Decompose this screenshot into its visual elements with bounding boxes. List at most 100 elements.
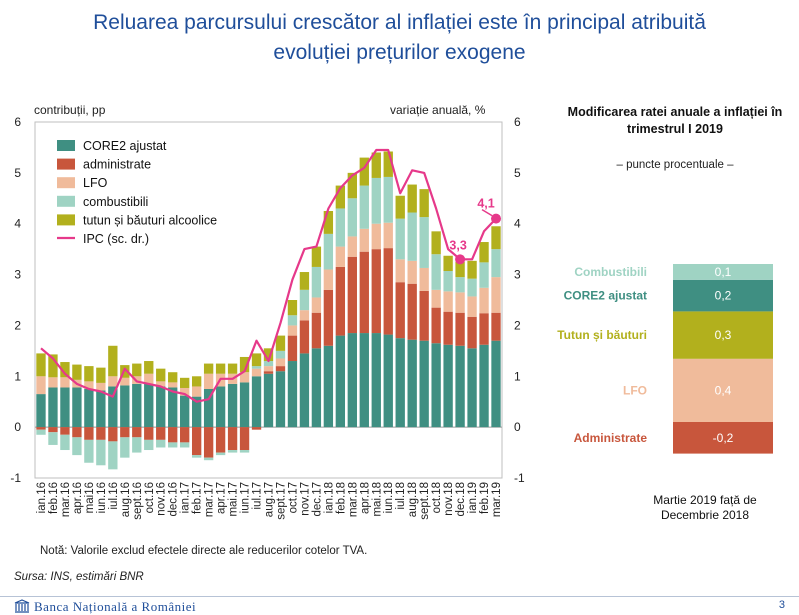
x-tick-label: feb.18 xyxy=(335,482,347,514)
chart-source: Sursa: INS, estimări BNR xyxy=(14,571,144,583)
bar-segment-core2 xyxy=(371,333,381,428)
bar-segment-administrate xyxy=(431,307,441,344)
bar-segment-core2 xyxy=(335,335,346,428)
bar-segment-core2 xyxy=(275,371,286,428)
y-tick-right: 4 xyxy=(514,217,521,231)
footer-brand: Banca Națională a României xyxy=(34,599,197,614)
bar-segment-combustibili xyxy=(108,441,118,470)
quarter-chart-subtitle: – puncte procentuale – xyxy=(616,159,734,171)
bar-segment-tutun xyxy=(180,377,190,388)
bar-segment-core2 xyxy=(263,373,274,428)
bar-segment-core2 xyxy=(168,387,178,428)
x-tick-label: apr.16 xyxy=(72,482,84,514)
bar-segment-lfo xyxy=(108,376,118,387)
bar-segment-combustibili xyxy=(84,439,94,463)
bar-segment-tutun xyxy=(383,151,393,177)
bar-segment-administrate xyxy=(335,266,346,336)
bar-segment-core2 xyxy=(347,333,357,428)
bar-segment-combustibili xyxy=(275,350,286,359)
bar-segment-tutun xyxy=(96,367,106,383)
bar-segment-tutun xyxy=(108,345,118,377)
bar-segment-administrate xyxy=(132,427,142,438)
legend-swatch xyxy=(57,195,75,207)
bar-segment-tutun xyxy=(72,364,82,380)
bar-segment-combustibili xyxy=(479,262,489,288)
bar-segment-core2 xyxy=(299,353,310,428)
bar-segment-combustibili xyxy=(215,452,226,456)
bar-segment-core2 xyxy=(120,385,130,428)
bar-segment-core2 xyxy=(227,383,238,428)
bar-segment-lfo xyxy=(395,259,405,283)
x-tick-label: apr.18 xyxy=(359,482,371,514)
bar-segment-administrate xyxy=(323,289,334,346)
bar-segment-combustibili xyxy=(227,450,238,453)
y-tick-left: -1 xyxy=(10,471,21,485)
bar-segment-tutun xyxy=(156,368,166,382)
bar-segment-tutun xyxy=(491,226,501,250)
bar-segment-combustibili xyxy=(60,434,70,451)
bar-segment-lfo xyxy=(371,223,381,250)
bar-segment-core2 xyxy=(311,348,322,428)
x-tick-label: oct.16 xyxy=(144,482,156,513)
legend-label: administrate xyxy=(83,158,151,172)
bar-segment-tutun xyxy=(48,354,58,378)
x-tick-label: iun.16 xyxy=(96,482,108,513)
x-tick-label: iul.17 xyxy=(252,482,264,510)
y-tick-left: 0 xyxy=(14,420,21,434)
x-tick-label: mar.16 xyxy=(60,482,72,517)
bar-segment-lfo xyxy=(443,291,453,312)
bar-segment-combustibili xyxy=(203,457,214,461)
bar-segment-lfo xyxy=(335,246,346,267)
quarter-bar-core2 xyxy=(673,279,773,312)
x-tick-label: ian.19 xyxy=(467,482,479,513)
x-tick-label: ian.17 xyxy=(180,482,192,513)
x-tick-label: oct.17 xyxy=(287,482,299,513)
bar-segment-tutun xyxy=(251,353,262,367)
bar-segment-lfo xyxy=(455,292,465,313)
bar-segment-tutun xyxy=(419,189,429,218)
bar-segment-lfo xyxy=(239,372,250,383)
bar-segment-combustibili xyxy=(359,185,369,229)
bar-segment-core2 xyxy=(72,387,82,428)
bar-segment-combustibili xyxy=(431,254,441,290)
bar-segment-lfo xyxy=(491,277,501,313)
x-tick-label: sept.16 xyxy=(132,482,144,520)
x-tick-label: sept.17 xyxy=(275,482,287,520)
x-tick-label: iul.18 xyxy=(395,482,407,510)
x-tick-label: iun.18 xyxy=(383,482,395,513)
legend-swatch xyxy=(57,214,75,226)
quarter-bar-combustibili xyxy=(673,264,773,280)
bar-segment-tutun xyxy=(275,335,286,351)
bar-segment-tutun xyxy=(191,376,202,387)
bar-segment-core2 xyxy=(419,340,429,428)
x-tick-label: mar.18 xyxy=(347,482,359,517)
bar-segment-tutun xyxy=(287,300,298,316)
bar-segment-core2 xyxy=(108,386,118,428)
bar-segment-core2 xyxy=(203,389,214,428)
quarter-category-label: CORE2 ajustat xyxy=(564,289,647,303)
y-tick-left: 3 xyxy=(14,268,21,282)
bar-segment-tutun xyxy=(144,361,154,374)
bar-segment-lfo xyxy=(168,382,178,388)
bar-segment-tutun xyxy=(239,356,250,373)
bar-segment-combustibili xyxy=(168,442,178,448)
bar-segment-core2 xyxy=(407,339,417,428)
page-title-line-1: Reluarea parcursului crescător al inflaț… xyxy=(93,11,706,34)
bar-segment-combustibili xyxy=(299,289,310,311)
quarter-value-label: 0,1 xyxy=(715,265,732,279)
x-tick-label: iun.17 xyxy=(240,482,252,513)
bar-segment-lfo xyxy=(419,267,429,291)
quarter-category-label: Combustibili xyxy=(574,265,647,279)
bar-segment-combustibili xyxy=(455,277,465,293)
y-tick-right: 2 xyxy=(514,318,521,332)
bar-segment-lfo xyxy=(359,228,369,252)
bar-segment-administrate xyxy=(144,427,154,440)
quarter-category-label: Tutun și băuturi xyxy=(557,328,647,342)
bar-segment-core2 xyxy=(455,345,465,428)
bar-segment-combustibili xyxy=(36,429,46,435)
bar-segment-lfo xyxy=(191,386,202,397)
plot-frame xyxy=(34,121,503,479)
legend-swatch xyxy=(57,177,75,189)
bar-segment-lfo xyxy=(156,381,166,387)
